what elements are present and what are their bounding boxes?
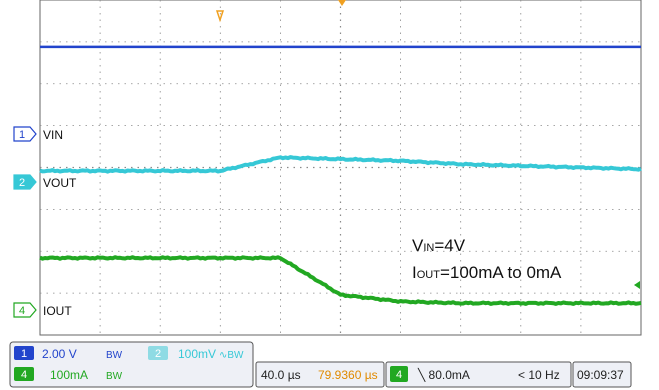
ch2-scale: 100mV — [178, 347, 216, 361]
ch2-badge — [148, 346, 168, 360]
annotation-line-iout: IOUT=100mA to 0mA — [412, 263, 562, 282]
channel-settings-panel[interactable] — [9, 341, 254, 388]
ch4-badge — [14, 367, 34, 381]
ch2-badge-number: 2 — [155, 348, 161, 360]
channel-markers: 1 VIN 2 VOUT 4 IOUT — [13, 126, 77, 318]
channel-marker-vout[interactable]: 2 VOUT — [13, 174, 77, 190]
traces — [39, 45, 642, 306]
channel-marker-vin[interactable]: 1 VIN — [13, 126, 63, 142]
trigger-panel[interactable] — [385, 361, 572, 388]
trace-vout — [39, 155, 642, 174]
ch2-filter-icon: ∿BW — [219, 350, 244, 361]
annotation-line-vin: VIN=4V — [412, 236, 466, 255]
channel-marker-label: VIN — [43, 128, 63, 142]
trigger-level-icon — [634, 281, 640, 289]
ch4-scale: 100mA — [50, 368, 88, 382]
channel-marker-badge — [13, 302, 37, 318]
ch1-badge — [14, 346, 34, 360]
annotation: VIN=4V IOUT=100mA to 0mA — [412, 236, 562, 282]
ch1-badge-number: 1 — [21, 348, 27, 360]
annotation-value: =100mA to 0mA — [440, 263, 562, 282]
channel-marker-iout[interactable]: 4 IOUT — [13, 302, 72, 318]
channel-marker-badge — [13, 126, 37, 142]
trigger-center-icon — [338, 0, 346, 6]
ch4-badge-number: 4 — [21, 369, 27, 381]
channel-marker-number: 4 — [19, 305, 25, 317]
trigger-channel-badge — [390, 366, 408, 382]
trace-iout — [39, 255, 642, 306]
timebase-value: 40.0 µs — [261, 368, 301, 382]
ch1-bandwidth-icon: BW — [106, 350, 123, 361]
trigger-time-icon — [215, 10, 225, 23]
channel-marker-badge — [13, 174, 37, 190]
clock-time: 09:09:37 — [577, 368, 624, 382]
annotation-subscript: OUT — [417, 269, 441, 281]
ch4-bandwidth-icon: BW — [106, 371, 123, 382]
channel-marker-label: IOUT — [43, 304, 72, 318]
trigger-channel-number: 4 — [396, 369, 402, 381]
status-bar: 1 2.00 V BW 2 100mV ∿BW 4 100mA BW 40.0 … — [0, 340, 659, 390]
clock-panel — [572, 361, 632, 388]
trigger-position-marker — [215, 10, 225, 23]
channel-marker-label: VOUT — [43, 176, 77, 190]
annotation-value: =4V — [434, 236, 465, 255]
trigger-position-value: 79.9360 µs — [318, 368, 378, 382]
annotation-subscript: IN — [423, 242, 434, 254]
ch1-scale: 2.00 V — [42, 347, 77, 361]
channel-marker-number: 2 — [19, 177, 25, 189]
channel-marker-number: 1 — [19, 129, 25, 141]
timebase-panel[interactable] — [255, 361, 385, 388]
trigger-frequency: < 10 Hz — [518, 368, 560, 382]
annotation-symbol: I — [412, 263, 417, 282]
trigger-level-value: ╲ 80.0mA — [417, 367, 470, 382]
annotation-symbol: V — [412, 236, 424, 255]
